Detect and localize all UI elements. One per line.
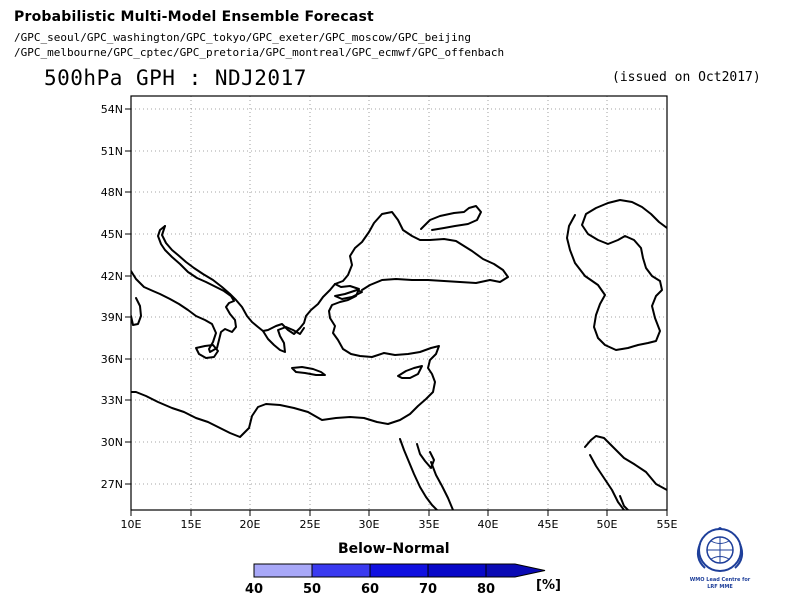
wmo-logo-line2: LRF MME	[707, 584, 733, 590]
lat-label: 33N	[101, 394, 123, 407]
axis-ticks	[125, 108, 668, 516]
coast-turkey	[131, 283, 440, 438]
colorbar	[253, 563, 546, 578]
colorbar-bin-40-50	[253, 563, 313, 578]
lon-label: 20E	[240, 518, 261, 531]
map-title: 500hPa GPH : NDJ2017	[44, 66, 307, 90]
issued-date: (issued on Oct2017)	[612, 70, 761, 85]
map-frame	[130, 95, 668, 511]
gpc-list-line-2: /GPC_melbourne/GPC_cptec/GPC_pretoria/GP…	[14, 46, 505, 59]
lat-label: 42N	[101, 270, 123, 283]
lon-label: 30E	[359, 518, 380, 531]
colorbar-tick: 60	[361, 582, 379, 597]
coast-marmara	[334, 289, 363, 300]
colorbar-tick: 40	[245, 582, 263, 597]
coast-sardinia	[131, 297, 142, 326]
coast-persian-gulf	[584, 435, 667, 491]
coast-crete	[291, 366, 326, 376]
coast-qatar	[619, 495, 629, 510]
colorbar-tick: 80	[477, 582, 495, 597]
coast-black-sea	[334, 211, 509, 291]
colorbar-bin-50-60	[311, 563, 371, 578]
coast-caspian	[566, 199, 667, 351]
coast-italy	[131, 225, 237, 353]
lon-label: 35E	[419, 518, 440, 531]
lat-label: 30N	[101, 436, 123, 449]
coastlines	[131, 199, 667, 510]
lat-label: 51N	[101, 145, 123, 158]
coast-sicily	[195, 344, 219, 359]
lat-label: 36N	[101, 353, 123, 366]
coast-greece	[262, 326, 305, 353]
colorbar-labels: 40 50 60 70 80	[245, 582, 495, 597]
coast-gulf-arabia	[589, 454, 625, 510]
gpc-list-line-1: /GPC_seoul/GPC_washington/GPC_tokyo/GPC_…	[14, 31, 471, 44]
lat-label: 45N	[101, 228, 123, 241]
map-grid	[131, 96, 667, 510]
coast-cyprus	[397, 365, 423, 379]
coast-crimea	[420, 205, 482, 231]
latitude-labels: 54N 51N 48N 45N 42N 39N 36N 33N 30N 27N	[101, 103, 123, 491]
colorbar-tick: 50	[303, 582, 321, 597]
colorbar-bin-60-70	[369, 563, 429, 578]
lat-label: 27N	[101, 478, 123, 491]
wmo-logo: WMO Lead Centre for LRF MME	[690, 527, 751, 590]
lon-label: 45E	[538, 518, 559, 531]
coast-red-sea	[399, 438, 438, 510]
lat-label: 39N	[101, 311, 123, 324]
lon-label: 10E	[121, 518, 142, 531]
colorbar-bin-70-80	[427, 563, 487, 578]
lon-label: 50E	[597, 518, 618, 531]
product-title: Probabilistic Multi-Model Ensemble Forec…	[14, 9, 374, 25]
colorbar-tick: 70	[419, 582, 437, 597]
lon-label: 25E	[300, 518, 321, 531]
lat-label: 54N	[101, 103, 123, 116]
colorbar-unit: [%]	[536, 578, 561, 593]
coast-arabia-west	[430, 461, 454, 510]
colorbar-arrow-80-plus	[485, 563, 546, 578]
longitude-labels: 10E 15E 20E 25E 30E 35E 40E 45E 50E 55E	[121, 518, 678, 531]
lat-label: 48N	[101, 186, 123, 199]
coast-sinai-east	[416, 443, 435, 469]
legend-title: Below–Normal	[338, 541, 450, 557]
lon-label: 55E	[657, 518, 678, 531]
lon-label: 15E	[181, 518, 202, 531]
coast-adriatic-balkans	[161, 225, 336, 335]
lon-label: 40E	[478, 518, 499, 531]
wmo-logo-line1: WMO Lead Centre for	[690, 577, 751, 583]
